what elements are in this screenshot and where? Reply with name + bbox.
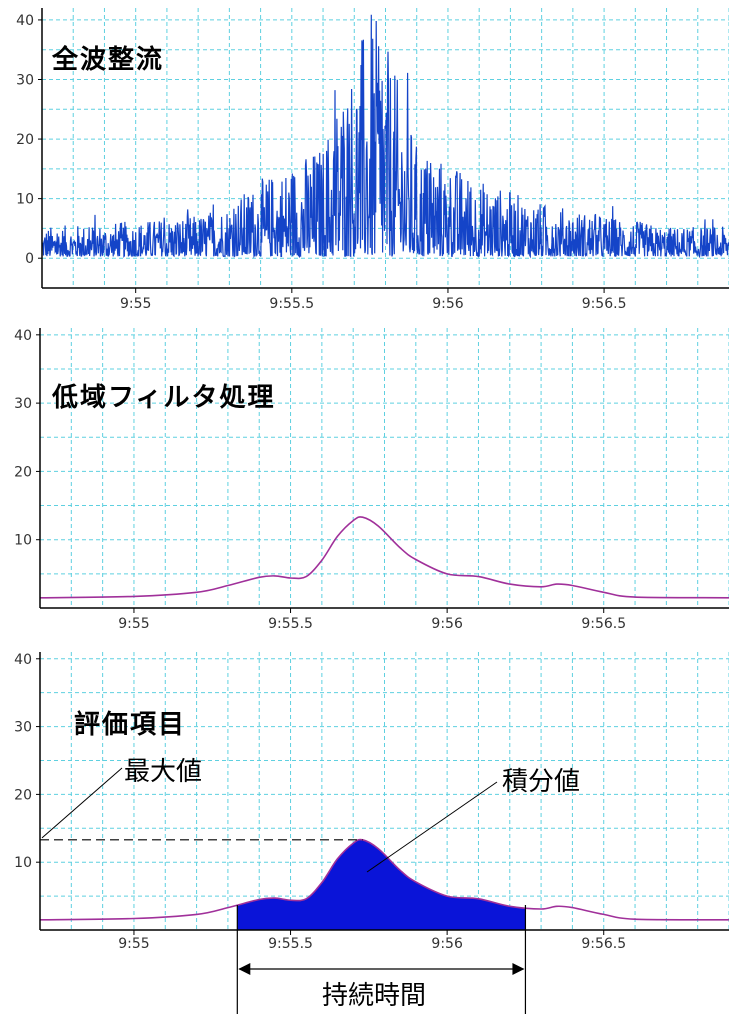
x-tick-label: 9:56.5 xyxy=(581,616,626,632)
y-tick-label: 30 xyxy=(14,720,32,736)
panel-evaluation-items: 10 20 30 40 9:55 9:55.5 9:56 9:56.5 評価項目 最大値 積分… xyxy=(14,652,729,1014)
panel-3-marks xyxy=(39,838,729,930)
x-tick-label: 9:56.5 xyxy=(581,936,626,952)
x-tick-label: 9:55.5 xyxy=(268,616,313,632)
panel-1-ticks: 0 10 20 30 40 9:55 9:55.5 9:56 9:56.5 xyxy=(16,8,729,312)
duration-arrow-left-head xyxy=(238,963,251,975)
x-tick-label: 9:55 xyxy=(120,296,151,312)
panel-1-title: 全波整流 xyxy=(51,44,164,75)
panel-3-title: 評価項目 xyxy=(74,709,186,740)
y-tick-label: 20 xyxy=(16,132,34,148)
panel-3-annotations: 最大値 積分値 持続時間 xyxy=(40,757,580,1014)
y-tick-label: 0 xyxy=(25,251,34,267)
y-tick-label: 30 xyxy=(16,72,34,88)
y-tick-label: 10 xyxy=(14,533,32,549)
max-value-leader-line xyxy=(41,767,123,839)
y-tick-label: 40 xyxy=(16,13,34,29)
panel-3-grid xyxy=(40,652,729,930)
x-tick-label: 9:55.5 xyxy=(269,296,314,312)
filtered-emg-series-line xyxy=(39,838,729,921)
panel-1-marks xyxy=(41,14,729,259)
y-tick-label: 20 xyxy=(14,787,32,803)
panel-2-title: 低域フィルタ処理 xyxy=(51,383,275,413)
filtered-emg-series-line xyxy=(39,516,729,599)
x-tick-label: 9:56 xyxy=(431,936,463,952)
y-tick-label: 30 xyxy=(14,396,32,412)
annotation-integral-value: 積分値 xyxy=(502,767,580,797)
integral-area-fill xyxy=(237,839,526,930)
x-tick-label: 9:56.5 xyxy=(582,296,627,312)
panel-3-ticks: 10 20 30 40 9:55 9:55.5 9:56 9:56.5 xyxy=(14,652,729,952)
x-tick-label: 9:55.5 xyxy=(268,936,313,952)
x-tick-label: 9:55 xyxy=(118,936,149,952)
y-tick-label: 40 xyxy=(14,328,32,344)
y-tick-label: 10 xyxy=(16,192,34,208)
duration-arrow-right-head xyxy=(512,963,525,975)
x-tick-label: 9:56 xyxy=(432,296,464,312)
raw-emg-series-line xyxy=(41,14,729,259)
x-tick-label: 9:56 xyxy=(431,616,463,632)
y-tick-label: 20 xyxy=(14,464,32,480)
panel-full-wave-rectification: 0 10 20 30 40 9:55 9:55.5 9:56 9:56.5 全波整流 xyxy=(16,8,729,312)
y-tick-label: 40 xyxy=(14,652,32,668)
panel-2-ticks: 10 20 30 40 9:55 9:55.5 9:56 9:56.5 xyxy=(14,328,729,632)
panel-low-pass-filter: 10 20 30 40 9:55 9:55.5 9:56 9:56.5 低域フィルタ処理 xyxy=(14,328,729,632)
panel-2-marks xyxy=(39,516,729,599)
annotation-duration: 持続時間 xyxy=(322,981,426,1011)
integral-leader-line xyxy=(366,781,498,873)
annotation-max-value: 最大値 xyxy=(124,757,202,787)
panel-2-grid xyxy=(40,328,729,608)
x-tick-label: 9:55 xyxy=(118,616,149,632)
y-tick-label: 10 xyxy=(14,855,32,871)
